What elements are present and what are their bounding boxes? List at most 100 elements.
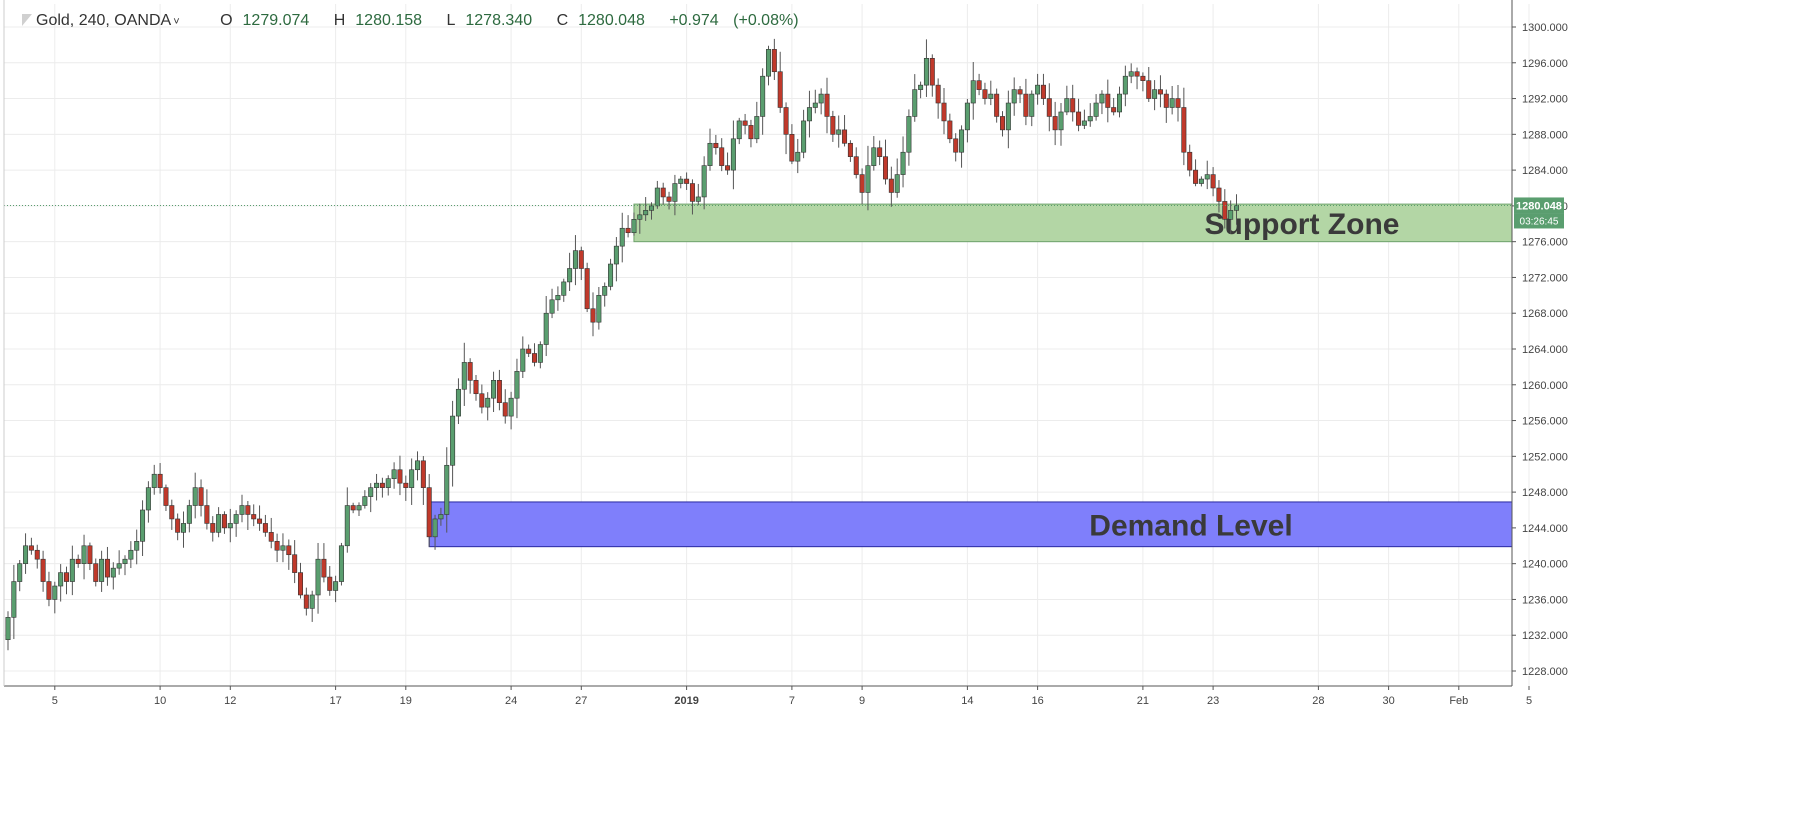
candle-body: [613, 245, 619, 265]
candle: [368, 483, 374, 513]
support-zone: [633, 203, 1513, 243]
candle-body: [1099, 93, 1105, 104]
candle-body: [596, 295, 602, 323]
candle: [520, 336, 526, 379]
x-tick-label: 23: [1207, 695, 1219, 707]
candle: [104, 546, 110, 586]
candle-body: [28, 545, 34, 551]
candle-body: [444, 464, 450, 515]
demand-zone: [428, 501, 1513, 548]
candle-body: [87, 545, 93, 564]
candle-body: [1140, 75, 1146, 81]
candle: [455, 378, 461, 425]
candle: [1134, 67, 1140, 90]
candle-body: [34, 549, 40, 560]
candle-body: [11, 581, 17, 618]
candle-body: [485, 397, 491, 408]
candle-body: [338, 545, 344, 582]
candle-body: [1122, 75, 1128, 95]
candle: [789, 124, 795, 165]
symbol-broker: OANDA: [114, 12, 172, 29]
x-axis-ticks[interactable]: 5 10 12 17 19 24 27 2019 7 9 14 16 21 23 28 30 Feb 5: [52, 686, 1532, 707]
symbol-selector[interactable]: Gold, 240, OANDA ˅: [22, 12, 184, 29]
candle: [771, 38, 777, 81]
candle-body: [403, 482, 409, 488]
x-tick-label: 10: [154, 695, 166, 707]
y-tick-label: 1232.000: [1522, 630, 1568, 642]
candle: [882, 139, 888, 185]
symbol-flag-icon: [22, 14, 32, 26]
candle: [210, 516, 216, 542]
candle-body: [555, 295, 561, 301]
candle: [830, 110, 836, 142]
candle: [695, 183, 701, 206]
x-tick-label: Feb: [1449, 695, 1468, 707]
candle-body: [853, 156, 859, 175]
candle: [192, 472, 198, 519]
candle: [982, 82, 988, 105]
x-tick-label: 28: [1312, 695, 1324, 707]
candle: [976, 73, 982, 96]
candle-body: [514, 371, 520, 399]
y-tick-label: 1268.000: [1522, 308, 1568, 320]
candle-body: [450, 415, 456, 466]
y-axis-ticks[interactable]: 1300.000 1296.000 1292.000 1288.000 1284.000…: [1512, 22, 1568, 678]
candle: [321, 543, 327, 583]
candle: [1105, 79, 1111, 123]
candle-body: [52, 585, 58, 600]
candle-body: [1187, 151, 1193, 171]
candle: [1111, 97, 1117, 116]
candle: [760, 68, 766, 135]
candle-body: [736, 120, 742, 140]
candle-body: [122, 558, 128, 564]
candle: [1169, 86, 1175, 115]
candle-body: [1046, 98, 1052, 117]
candle-body: [707, 142, 713, 166]
candle-body: [356, 505, 362, 511]
candle-body: [315, 558, 321, 596]
candle: [286, 539, 292, 570]
candle-body: [894, 174, 900, 193]
candle: [69, 545, 75, 596]
candle-body: [578, 250, 584, 269]
candle-body: [99, 558, 105, 582]
candle-body: [725, 165, 731, 171]
candle-body: [1234, 205, 1240, 211]
candle: [391, 462, 397, 489]
candle-body: [455, 388, 461, 417]
candle-body: [175, 518, 181, 533]
candle-body: [374, 482, 380, 488]
candle: [859, 168, 865, 205]
candle-body: [1023, 93, 1029, 117]
candle-body: [379, 482, 385, 488]
candle-body: [1157, 89, 1163, 95]
candle: [1029, 90, 1035, 127]
candle-body: [321, 558, 327, 578]
candle: [1035, 73, 1041, 105]
candle: [894, 158, 900, 198]
candle: [374, 473, 380, 501]
candle-body: [941, 102, 947, 122]
candle-body: [643, 210, 649, 216]
candle-body: [783, 107, 789, 135]
candle: [496, 369, 502, 411]
candle: [297, 562, 303, 599]
y-tick-label: 1276.000: [1522, 237, 1568, 249]
candle: [853, 147, 859, 179]
candle: [1187, 144, 1193, 177]
candle-body: [362, 496, 368, 506]
candle: [414, 451, 420, 481]
candle: [1023, 78, 1029, 126]
x-tick-label: 21: [1137, 695, 1149, 707]
x-tick-label: 16: [1031, 695, 1043, 707]
candle: [514, 358, 520, 419]
symbol-name: Gold: [36, 12, 70, 29]
candle: [818, 88, 824, 115]
candle-body: [561, 281, 567, 296]
candle-body: [602, 286, 608, 296]
candle-body: [1087, 116, 1093, 122]
candle-body: [865, 165, 871, 193]
x-tick-label: 5: [52, 695, 58, 707]
